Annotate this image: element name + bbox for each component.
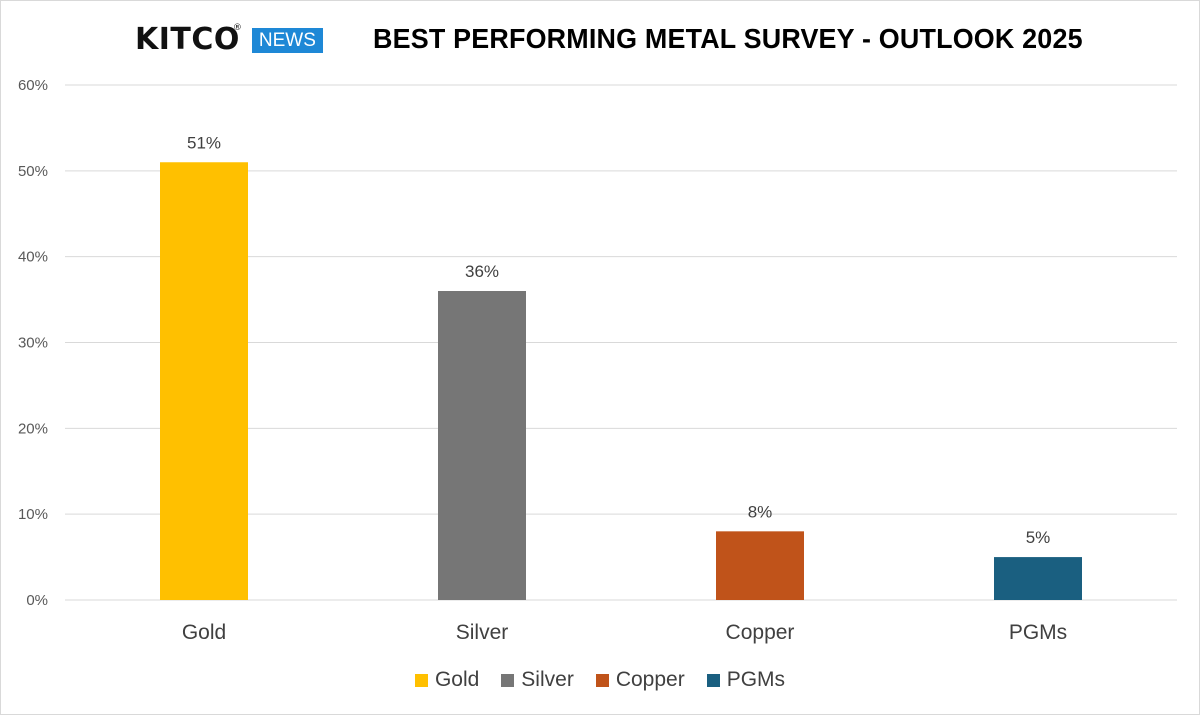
x-category-label: Silver — [456, 621, 509, 644]
legend-label: Copper — [615, 668, 685, 691]
chart-legend: Gold Silver Copper PGMs — [1, 668, 1199, 692]
bar-silver — [438, 291, 526, 600]
data-label: 5% — [1026, 528, 1051, 547]
kitco-news-logo: KITCO ® NEWS — [135, 23, 323, 57]
bar-copper — [716, 531, 804, 600]
bar-pgms — [994, 557, 1082, 600]
y-tick-label: 40% — [18, 249, 48, 266]
logo-news-badge: NEWS — [251, 27, 323, 53]
bar-gold — [160, 162, 248, 600]
legend-item: Silver — [501, 668, 574, 692]
legend-swatch — [706, 673, 720, 687]
legend-item: Gold — [414, 668, 480, 692]
legend-item: PGMs — [706, 668, 786, 692]
legend-label: Silver — [521, 668, 574, 691]
legend-label: PGMs — [726, 668, 786, 691]
legend-swatch — [414, 673, 428, 687]
x-category-label: PGMs — [1009, 621, 1067, 644]
logo-registered-mark: ® — [232, 23, 242, 33]
legend-swatch — [501, 673, 515, 687]
y-tick-label: 20% — [18, 420, 48, 437]
legend-label: Gold — [434, 668, 480, 691]
y-tick-label: 10% — [18, 506, 48, 523]
data-label: 8% — [748, 502, 773, 521]
data-label: 51% — [187, 133, 221, 152]
chart-title: BEST PERFORMING METAL SURVEY - OUTLOOK 2… — [373, 23, 1083, 54]
chart-header: KITCO ® NEWS BEST PERFORMING METAL SURVE… — [1, 15, 1199, 65]
legend-item: Copper — [595, 668, 685, 692]
x-category-label: Copper — [726, 621, 795, 644]
y-tick-label: 50% — [18, 163, 48, 180]
y-tick-label: 60% — [18, 77, 48, 94]
legend-swatch — [595, 673, 609, 687]
y-tick-label: 30% — [18, 335, 48, 352]
x-category-label: Gold — [182, 621, 226, 644]
logo-word: KITCO — [135, 22, 240, 57]
data-label: 36% — [465, 262, 499, 281]
y-tick-label: 0% — [26, 592, 48, 609]
